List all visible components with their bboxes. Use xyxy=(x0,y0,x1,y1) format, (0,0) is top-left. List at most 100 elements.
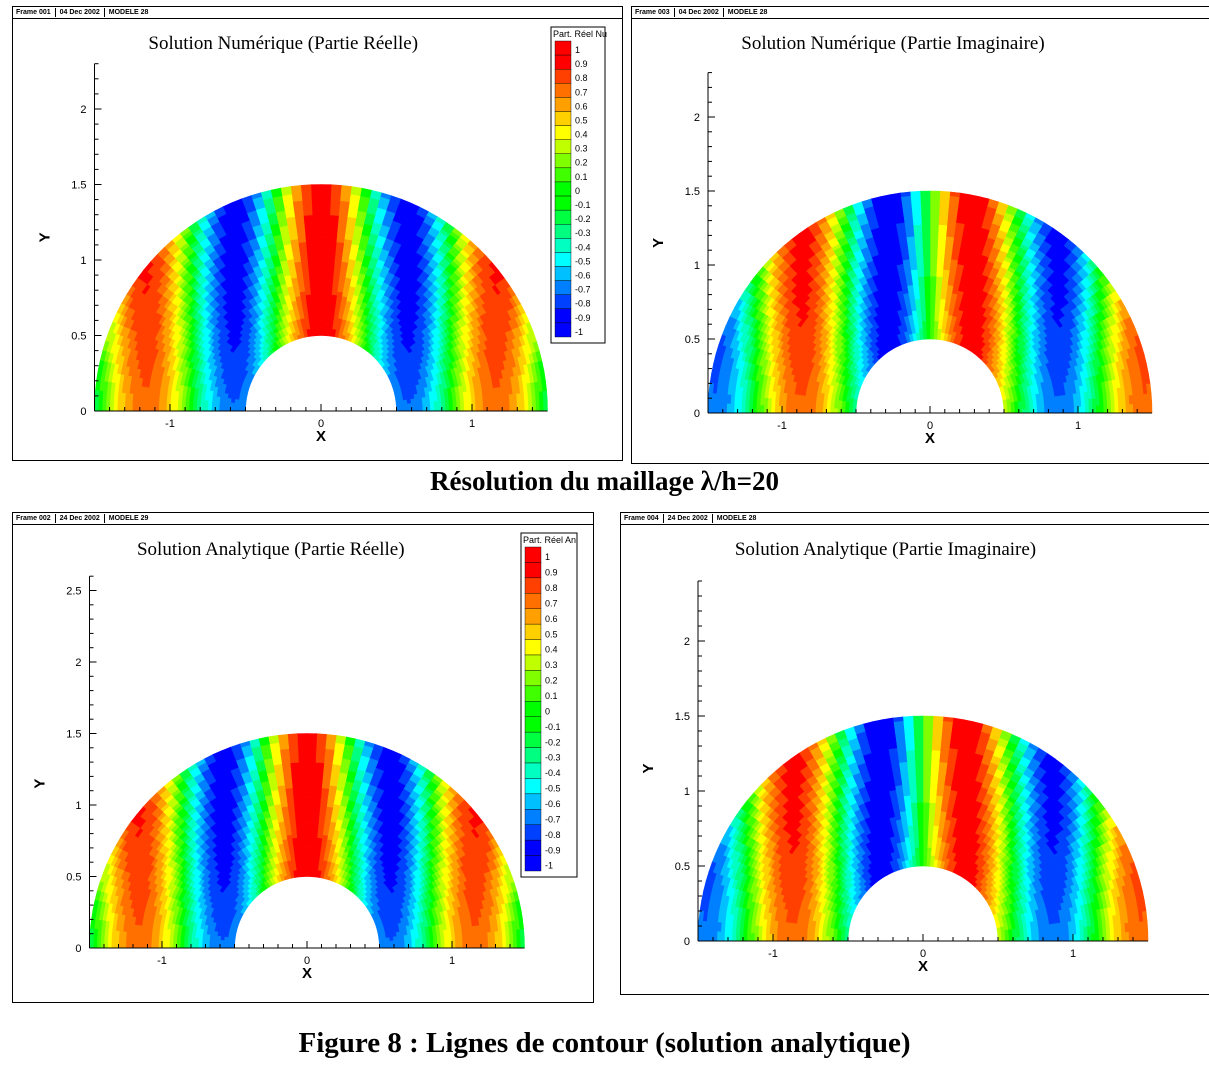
frame-date: 04 Dec 2002 xyxy=(678,9,719,16)
legend-swatch xyxy=(554,294,572,310)
contour-cell xyxy=(818,407,824,414)
contour-cell xyxy=(929,309,935,314)
legend-label: 1 xyxy=(575,45,580,55)
contour-cell xyxy=(811,407,816,414)
contour-cell xyxy=(826,408,831,414)
contour-cell xyxy=(1059,406,1064,414)
contour-cell xyxy=(1032,403,1038,409)
contour-cell xyxy=(922,246,931,251)
contour-cell xyxy=(467,403,473,412)
contour-cell xyxy=(520,401,526,412)
legend-label: -0.1 xyxy=(575,200,591,210)
contour-cell xyxy=(923,283,931,288)
contour-cell xyxy=(324,320,330,325)
contour-cell xyxy=(934,305,940,311)
frame-date: 04 Dec 2002 xyxy=(59,9,100,16)
contour-cell xyxy=(429,400,435,407)
legend-label: -0.5 xyxy=(575,256,591,266)
contour-cell xyxy=(418,401,424,407)
contour-cell xyxy=(315,293,322,299)
contour-cell xyxy=(316,316,322,321)
contour-cell xyxy=(926,334,931,340)
contour-cell xyxy=(320,214,331,220)
contour-cell xyxy=(314,282,322,287)
contour-cell xyxy=(479,403,484,412)
contour-cell xyxy=(324,316,330,322)
contour-cell xyxy=(311,206,322,212)
contour-cell xyxy=(222,406,228,412)
contour-cell xyxy=(310,187,322,193)
contour-cell xyxy=(230,402,235,408)
contour-cell xyxy=(440,399,446,406)
legend-swatch xyxy=(554,83,572,98)
contour-cell xyxy=(311,308,317,314)
contour-cell xyxy=(923,264,931,270)
contour-cell xyxy=(463,404,469,412)
contour-cell xyxy=(921,227,931,233)
contour-cell xyxy=(309,286,316,292)
contour-cell xyxy=(230,406,235,412)
contour-cell xyxy=(826,403,831,409)
contour-cell xyxy=(154,403,160,412)
legend-swatch xyxy=(554,209,572,225)
legend-label: -0.8 xyxy=(575,299,591,309)
contour-cell xyxy=(452,404,458,412)
contour-cell xyxy=(933,312,940,318)
contour-cell xyxy=(925,309,931,314)
contour-cell xyxy=(920,312,927,318)
contour-cell xyxy=(203,405,209,412)
contour-cell xyxy=(414,406,420,412)
contour-cell xyxy=(173,404,179,412)
legend-label: -0.2 xyxy=(575,214,591,224)
contour-cell xyxy=(320,263,328,269)
contour-cell xyxy=(139,402,145,412)
contour-cell xyxy=(320,316,326,321)
contour-cell xyxy=(184,404,190,412)
contour-cell xyxy=(494,402,499,412)
contour-cell xyxy=(320,278,328,284)
contour-cell xyxy=(101,400,107,412)
contour-cell xyxy=(320,274,328,280)
frame-model: MODELE 28 xyxy=(108,9,149,16)
contour-cell xyxy=(929,246,938,251)
contour-cell xyxy=(785,406,790,414)
contour-cell xyxy=(925,323,931,329)
contour-cell xyxy=(237,403,243,408)
contour-cell xyxy=(800,406,805,414)
contour-cell xyxy=(215,401,220,407)
contour-cell xyxy=(324,331,329,337)
contour-cell xyxy=(325,305,331,310)
legend-swatch xyxy=(554,252,572,267)
contour-cell xyxy=(311,210,322,216)
legend-label: 0.6 xyxy=(575,101,588,111)
contour-cell xyxy=(921,320,927,325)
contour-cell xyxy=(320,218,330,223)
contour-cell xyxy=(312,218,322,223)
contour-cell xyxy=(509,402,514,412)
contour-cell xyxy=(848,408,853,414)
y-tick-label: 2 xyxy=(80,104,86,116)
contour-cell xyxy=(921,238,931,244)
legend-swatch xyxy=(554,322,572,338)
contour-cell xyxy=(919,301,926,307)
contour-cell xyxy=(95,380,101,392)
contour-cell xyxy=(320,225,330,231)
legend-swatch xyxy=(554,167,572,183)
contour-cell xyxy=(490,402,495,412)
contour-cell xyxy=(300,184,312,190)
contour-cell xyxy=(770,405,776,414)
contour-cell xyxy=(1007,408,1012,414)
contour-cell xyxy=(541,380,547,392)
contour-cell xyxy=(311,203,322,208)
contour-cell xyxy=(929,257,938,262)
contour-cell xyxy=(313,240,322,246)
legend-label: -1 xyxy=(575,327,583,337)
contour-cell xyxy=(929,320,935,325)
contour-cell xyxy=(929,294,936,299)
contour-cell xyxy=(929,268,937,273)
contour-cell xyxy=(320,237,330,242)
contour-cell xyxy=(1014,408,1020,414)
contour-cell xyxy=(921,235,931,240)
contour-cell xyxy=(1070,406,1075,414)
contour-cell xyxy=(314,263,322,269)
